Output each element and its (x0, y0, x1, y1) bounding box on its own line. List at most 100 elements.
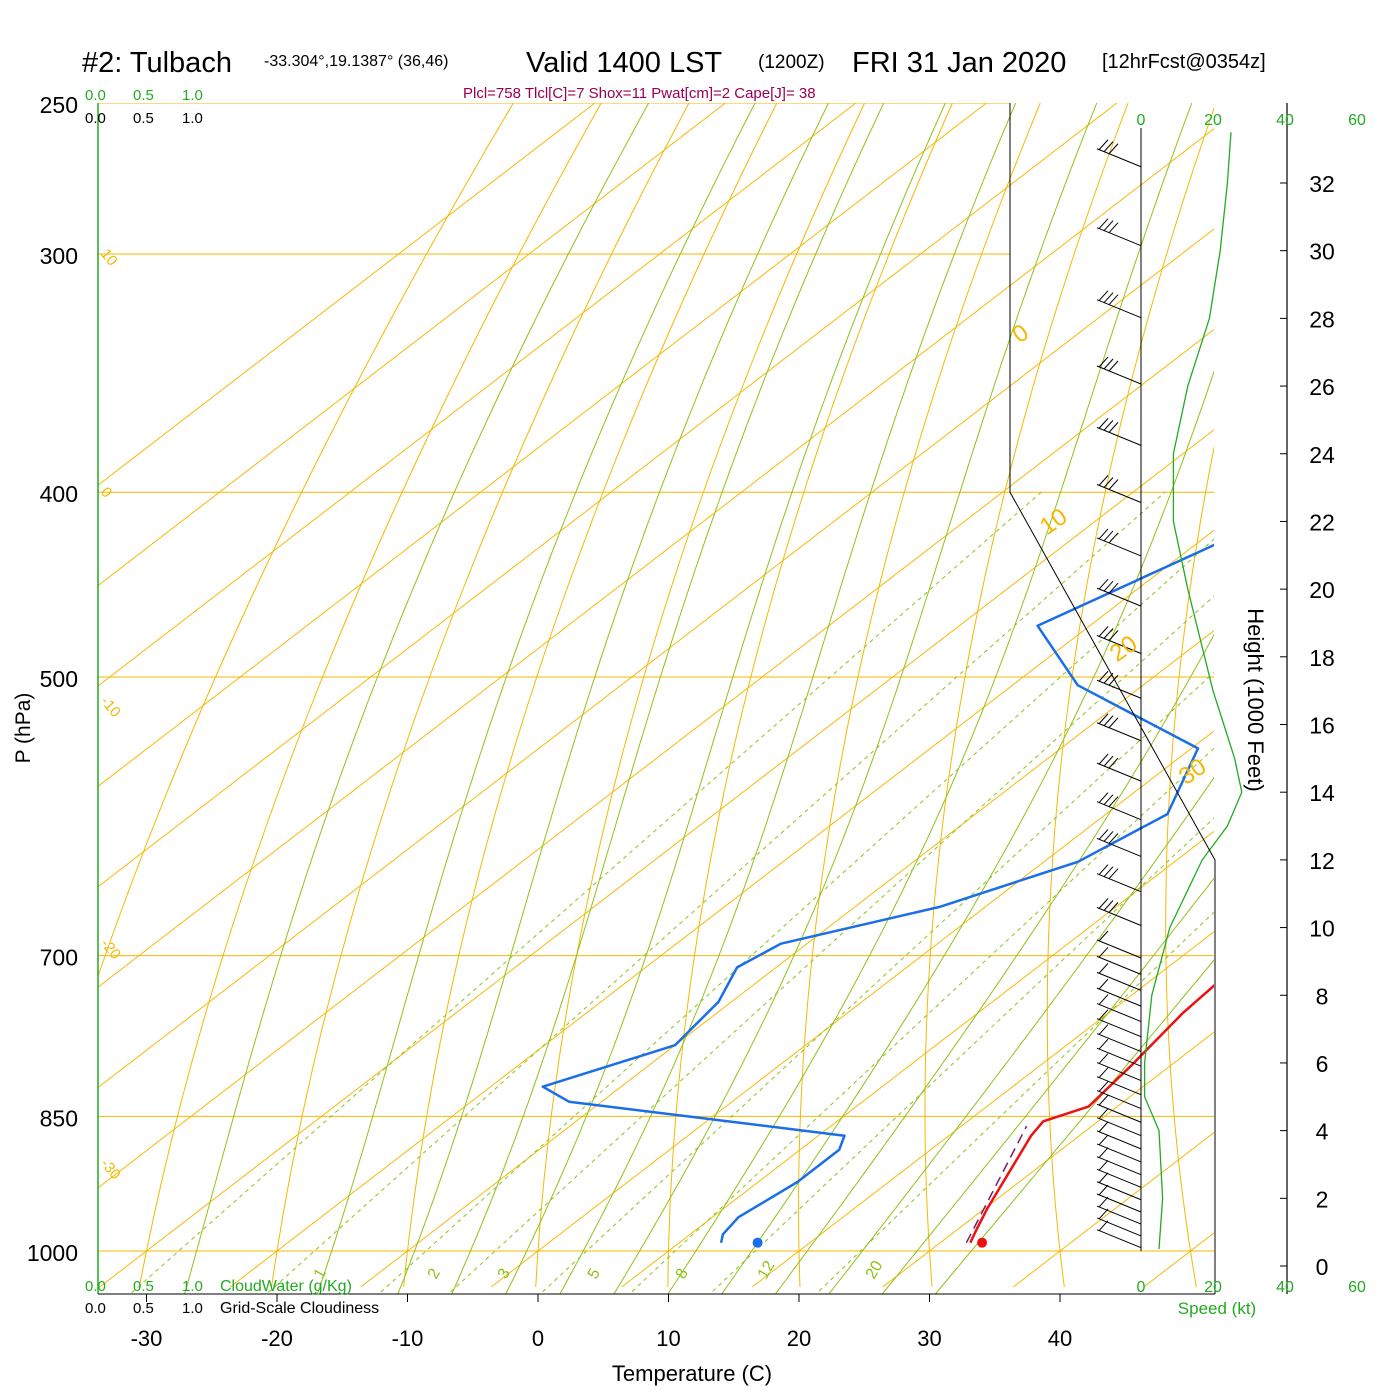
wind-barb-flag (1103, 580, 1114, 592)
wind-barb-staff (1096, 1018, 1142, 1038)
isotherm (98, 103, 596, 486)
moist-adiabat (397, 103, 830, 1294)
top-black-scale-1: 0.5 (133, 110, 154, 127)
wind-barb-staff (1096, 971, 1142, 991)
isotherm (98, 228, 1214, 1089)
wind-barb-flag (1098, 1067, 1109, 1079)
wind-barb-staff (1096, 1217, 1142, 1237)
height-tick-label: 6 (1316, 1051, 1329, 1077)
surface-dewpoint-point (752, 1237, 763, 1248)
wind-barb-flag (1108, 796, 1119, 807)
station-coords: -33.304°,19.1387° (36,46) (264, 53, 448, 70)
wind-barb-flag (1108, 479, 1119, 490)
wind-barb-flag (1108, 630, 1119, 641)
isotherm (1274, 103, 1400, 1287)
wind-barb-staff (1096, 1181, 1142, 1201)
pressure-tick-label: 1000 (27, 1240, 78, 1266)
dry-adiabat (1392, 103, 1400, 1287)
wind-barb-flag (1098, 1024, 1109, 1035)
moist-adiabat (774, 633, 1214, 1294)
wind-barb-flag (1103, 141, 1114, 153)
wind-barb-flag (1098, 1220, 1109, 1232)
dry-adiabat (535, 103, 866, 1288)
temp-tick-label: 40 (1048, 1326, 1072, 1351)
wind-barb-flag (1098, 1159, 1109, 1171)
mixing-ratio-line (447, 595, 1214, 1294)
dry-adiabat (271, 103, 690, 1288)
wind-speed-axis-title: Speed (kt) (1178, 1299, 1256, 1318)
dry-adiabat (1281, 103, 1392, 1287)
wind-barb-staff (1096, 1229, 1142, 1249)
wind-barb-flag (1098, 1121, 1109, 1133)
pressure-tick-label: 300 (40, 243, 78, 269)
isotherm (229, 529, 1214, 1288)
wind-barb-flag (1098, 139, 1109, 151)
dry-adiabat (798, 103, 1041, 1288)
y-axis-title: P (hPa) (12, 693, 35, 764)
wind-barb-staff (1096, 1130, 1142, 1150)
moist-adiabat (828, 776, 1214, 1294)
temp-tick-label: 30 (917, 1326, 941, 1351)
wind-barb-staff (1096, 148, 1142, 168)
dewpoint-line (541, 543, 1214, 1243)
isotherm (490, 730, 1214, 1288)
wind-barb-flag (1098, 930, 1109, 942)
surface-temperature-point (977, 1237, 988, 1248)
temp-tick-label: -20 (261, 1326, 293, 1351)
dry-adiabat-label: -10 (97, 693, 124, 721)
bottom-green-scale-0: 0.0 (85, 1278, 106, 1295)
moist-adiabat (184, 103, 650, 1294)
wind-barb-flag (1098, 1184, 1109, 1196)
dry-adiabat (403, 103, 778, 1288)
wind-barb-flag (1098, 1172, 1109, 1184)
moist-adiabat (505, 103, 946, 1294)
wind-barb-flag (1103, 420, 1114, 431)
isotherm (882, 1031, 1214, 1288)
mixing-ratio-label: 5 (585, 1266, 604, 1282)
height-tick-label: 8 (1316, 983, 1329, 1009)
mixing-ratio-label: 20 (863, 1258, 887, 1282)
wind-barb-flag (1103, 292, 1114, 304)
wind-barb-flag (1098, 1053, 1109, 1064)
pressure-tick-label: 850 (40, 1105, 78, 1131)
wind-speed-tick-top: 0 (1137, 112, 1146, 129)
pressure-tick-label: 400 (40, 481, 78, 507)
wind-barb-flag (1098, 670, 1109, 682)
wind-speed-tick-bottom: 40 (1276, 1279, 1294, 1296)
background-lines (98, 103, 1400, 1294)
wind-barb-staff (1096, 1062, 1142, 1082)
wind-barb-staff (1096, 1117, 1142, 1137)
isotherm (98, 103, 726, 587)
wind-barb-staff (1096, 1047, 1142, 1067)
wind-barb-flag (1098, 290, 1109, 302)
height-tick-label: 10 (1309, 916, 1335, 942)
wind-speed-tick-bottom: 0 (1137, 1279, 1146, 1296)
wind-barb-staff (1096, 1205, 1142, 1225)
mixing-ratio-line (129, 491, 1042, 1294)
wind-barb-flag (1108, 582, 1119, 594)
wind-barb-flag (1108, 222, 1119, 233)
x-axis-title: Temperature (C) (612, 1361, 772, 1386)
wind-barb-flag (1098, 578, 1109, 590)
dry-adiabat (1165, 445, 1214, 1288)
top-green-scale-1: 0.5 (133, 87, 154, 104)
wind-speed-tick-bottom: 60 (1348, 1279, 1366, 1296)
moist-adiabat (881, 877, 1214, 1294)
wind-barb-flag (1098, 218, 1109, 229)
sounding-params: Plcl=758 Tlcl[C]=7 Shox=11 Pwat[cm]=2 Ca… (463, 85, 816, 102)
mixing-ratio-line (539, 671, 1214, 1294)
moist-adiabat (316, 103, 756, 1294)
data-lines (541, 543, 1214, 1248)
wind-barb-flag (1108, 833, 1119, 844)
wind-barb-flag (1098, 626, 1109, 637)
wind-barb-staff (1096, 537, 1142, 557)
wind-barb-flag (1098, 1147, 1109, 1159)
wind-barb-flag (1108, 717, 1119, 729)
bottom-black-scale-0: 0.0 (85, 1300, 106, 1317)
wind-barb-staff (1096, 227, 1142, 247)
wind-barb-flag (1108, 422, 1119, 433)
wind-barb-flag (1098, 864, 1109, 876)
mixing-ratio-label: 12 (755, 1258, 779, 1282)
wind-barb-flag (1098, 713, 1109, 725)
height-tick-label: 24 (1309, 442, 1335, 468)
